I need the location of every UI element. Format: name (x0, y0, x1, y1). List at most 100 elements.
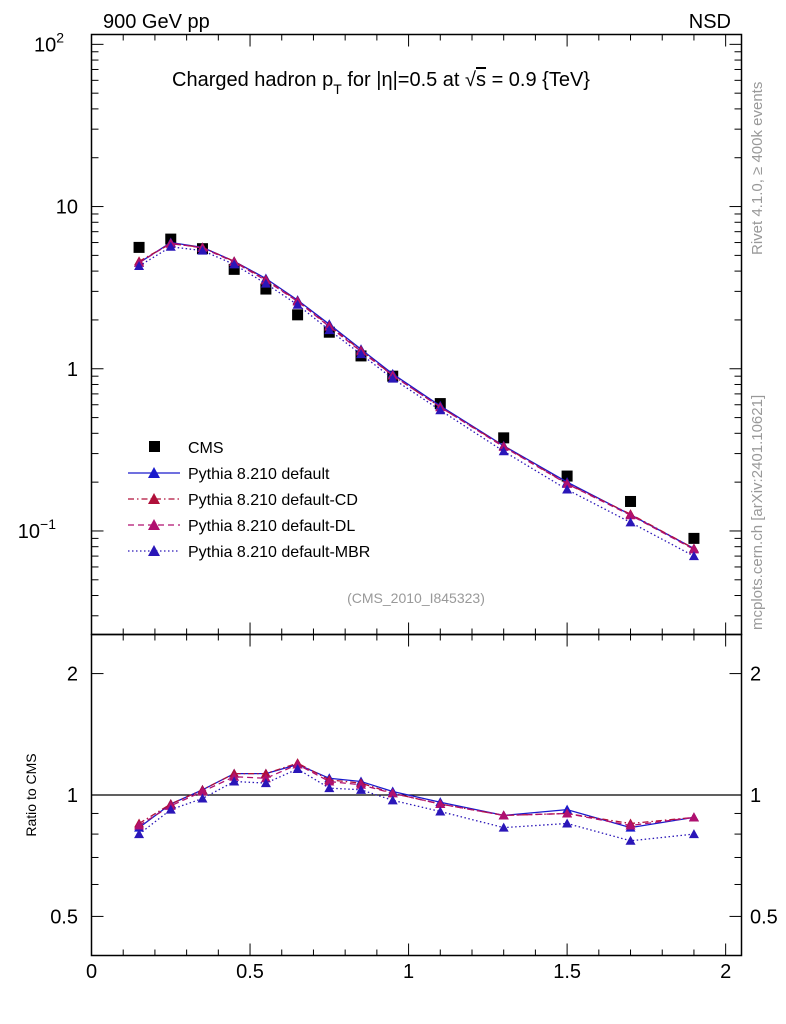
ratio-marker-dl (562, 808, 573, 818)
ratio-marker-mbr (688, 829, 699, 839)
mcplots-label: mcplots.cern.ch [arXiv:2401.10621] (749, 395, 766, 630)
marker-mbr (387, 373, 398, 383)
legend-label-default: Pythia 8.210 default (188, 466, 330, 483)
marker-dl (625, 510, 636, 520)
ratio-marker-mbr (498, 822, 509, 832)
chart-title: Charged hadron pT for |η|=0.5 at √s = 0.… (172, 69, 590, 97)
data-point-cms (292, 309, 304, 321)
title-sub: T (333, 81, 342, 97)
rivet-version-label: Rivet 4.1.0, ≥ 400k events (749, 82, 766, 255)
ratio-line-cd (138, 762, 694, 825)
marker-mbr (356, 349, 367, 359)
y-tick-label: 10−1 (18, 516, 56, 543)
data-point-cms (260, 283, 272, 295)
y-tick-label: 102 (34, 29, 64, 56)
header-right: NSD (689, 11, 731, 33)
ratio-y-tick-label-right: 1 (750, 785, 761, 807)
legend-marker-cms (149, 441, 160, 452)
marker-mbr (197, 245, 208, 255)
legend: CMS Pythia 8.210 default Pythia 8.210 defa… (128, 440, 370, 561)
ratio-line-default (138, 763, 695, 829)
legend-label-dl: Pythia 8.210 default-DL (188, 518, 355, 535)
marker-mbr (625, 517, 636, 527)
ratio-marker-mbr (229, 776, 240, 786)
legend-marker-default (148, 467, 160, 478)
data-point-cms (498, 432, 510, 444)
marker-mbr (134, 261, 145, 271)
x-tick-label: 1 (403, 961, 414, 983)
legend-marker-dl (148, 519, 160, 530)
ratio-marker-mbr (435, 806, 446, 816)
ratio-marker-dl (229, 771, 240, 781)
marker-mbr (688, 551, 699, 561)
title-part-1: Charged hadron p (172, 69, 333, 91)
ratio-marker-dl (324, 776, 335, 786)
ratio-marker-mbr (292, 764, 303, 774)
ratio-y-tick-label-right: 0.5 (750, 906, 778, 928)
x-tick-label: 1.5 (553, 961, 581, 983)
marker-mbr (562, 484, 573, 494)
main-series-group (133, 233, 700, 561)
ratio-marker-mbr (260, 778, 271, 788)
series-line-dl (138, 242, 695, 550)
x-tick-label: 0.5 (236, 961, 264, 983)
ratio-axis-ticks (91, 634, 742, 956)
ratio-marker-dl (435, 798, 446, 808)
x-tick-label: 0 (86, 961, 97, 983)
marker-mbr (165, 241, 176, 251)
ratio-y-axis-label: Ratio to CMS (23, 753, 39, 836)
ratio-marker-mbr (562, 818, 573, 828)
marker-mbr (260, 278, 271, 288)
ratio-series-group (134, 758, 699, 845)
legend-label-cd: Pythia 8.210 default-CD (188, 492, 358, 509)
ratio-marker-dl (134, 820, 145, 830)
marker-mbr (292, 299, 303, 309)
marker-mbr (324, 325, 335, 335)
ratio-marker-mbr (197, 793, 208, 803)
ratio-marker-dl (498, 810, 509, 820)
ratio-y-tick-label-left: 2 (67, 664, 78, 686)
data-point-cms (625, 495, 637, 507)
ratio-marker-dl (387, 788, 398, 798)
y-tick-label: 10 (56, 197, 78, 219)
ratio-marker-dl (260, 773, 271, 783)
ratio-x-tick-labels: 0 0.5 1 1.5 2 (86, 961, 731, 983)
marker-mbr (498, 446, 509, 456)
y-tick-label: 1 (67, 359, 78, 381)
ratio-y-tick-label-right: 2 (750, 664, 761, 686)
ratio-marker-mbr (356, 784, 367, 794)
ratio-marker-mbr (324, 783, 335, 793)
marker-dl (562, 478, 573, 488)
ratio-marker-mbr (134, 829, 145, 839)
ratio-marker-dl (197, 786, 208, 796)
marker-mbr (435, 405, 446, 415)
ratio-marker-dl (356, 779, 367, 789)
title-part-2: for |η|=0.5 at √ (342, 69, 476, 91)
data-point-cms (688, 532, 700, 544)
ratio-y-tick-label-left: 0.5 (50, 906, 78, 928)
ratio-line-mbr (138, 768, 694, 842)
ratio-marker-dl (688, 812, 699, 822)
x-tick-label: 2 (720, 961, 731, 983)
ratio-marker-mbr (165, 804, 176, 814)
data-point-cms (228, 263, 240, 275)
main-y-tick-labels: 102 10 1 10−1 (18, 29, 78, 543)
legend-marker-mbr (148, 545, 160, 556)
header-left: 900 GeV pp (103, 11, 210, 33)
legend-marker-cd (148, 493, 160, 504)
ratio-y-tick-label-left: 1 (67, 785, 78, 807)
series-line-mbr (138, 246, 695, 557)
data-point-cms (133, 241, 145, 253)
ratio-marker-dl (625, 820, 636, 830)
marker-mbr (229, 259, 240, 269)
main-axis-ticks (91, 34, 742, 635)
ratio-marker-mbr (625, 835, 636, 845)
marker-dl (688, 544, 699, 554)
legend-label-cms: CMS (188, 440, 224, 457)
title-overline: s (476, 69, 486, 91)
analysis-id-label: (CMS_2010_I845323) (347, 590, 485, 606)
data-point-cms (561, 470, 573, 482)
ratio-y-tick-labels: 2 2 1 1 0.5 0.5 (50, 664, 778, 929)
legend-label-mbr: Pythia 8.210 default-MBR (188, 544, 370, 561)
